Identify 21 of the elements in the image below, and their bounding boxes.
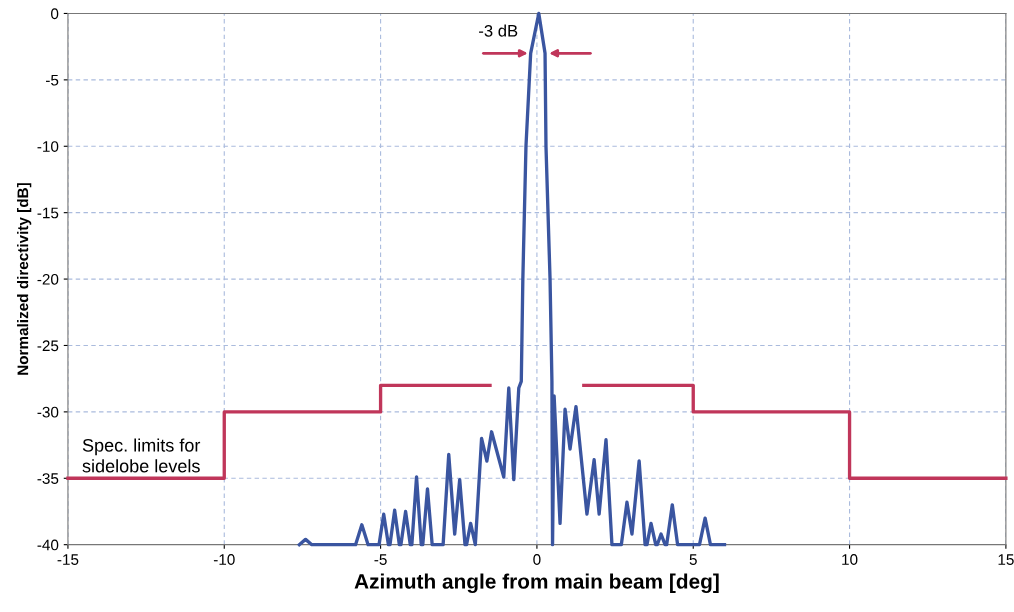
x-axis-title: Azimuth angle from main beam [deg] xyxy=(354,573,719,594)
y-tick-label: -15 xyxy=(37,207,59,219)
y-tick-label: -40 xyxy=(37,539,59,551)
line-series xyxy=(297,11,727,547)
x-tick-label: 10 xyxy=(842,554,858,565)
y-tick-label: -35 xyxy=(37,473,59,484)
x-tick-label: -10 xyxy=(213,554,235,565)
x-tick-label: 5 xyxy=(689,554,697,565)
y-axis-title: Normalized directivity [dB] xyxy=(17,183,32,375)
annotation: Spec. limits for sidelobe levels xyxy=(82,438,201,473)
x-tick-label: 15 xyxy=(998,554,1014,565)
y-tick-label: 0 xyxy=(51,8,59,20)
y-tick-label: -20 xyxy=(37,273,59,285)
x-tick-label: -5 xyxy=(374,554,387,565)
y-tick-label: -5 xyxy=(46,74,59,86)
x-tick-label: -15 xyxy=(57,554,79,565)
x-tick-label: 0 xyxy=(533,554,541,565)
annotation: -3 dB xyxy=(479,24,518,37)
y-tick-label: -30 xyxy=(37,406,59,418)
y-tick-label: -25 xyxy=(37,340,59,352)
y-tick-label: -10 xyxy=(37,141,59,152)
